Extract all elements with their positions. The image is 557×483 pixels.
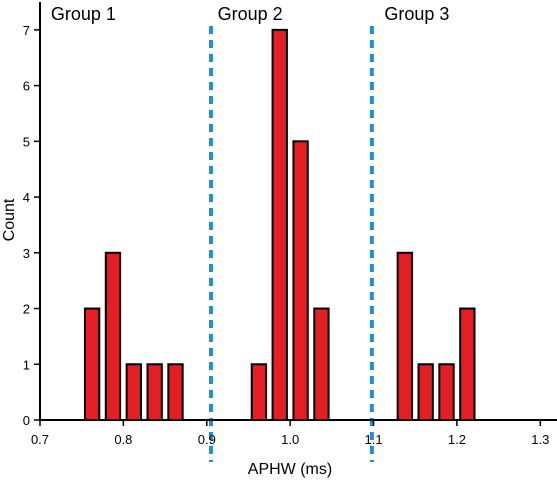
x-tick-label: 1.2 [448, 432, 466, 447]
group-label: Group 2 [218, 4, 283, 24]
y-tick-label: 0 [23, 413, 30, 428]
histogram-bar [417, 363, 434, 421]
histogram-bar [292, 140, 309, 421]
histogram-bar [271, 28, 288, 421]
y-tick-label: 3 [23, 246, 30, 261]
histogram-bar [125, 363, 142, 421]
bars-layer [83, 28, 476, 421]
histogram-bar [146, 363, 163, 421]
histogram-bar [250, 363, 268, 421]
group-label: Group 1 [51, 4, 116, 24]
y-tick-label: 5 [23, 134, 30, 149]
y-tick-label: 1 [23, 357, 30, 372]
x-tick-label: 1.3 [531, 432, 549, 447]
y-tick-label: 7 [23, 23, 30, 38]
y-tick-label: 2 [23, 302, 30, 317]
labels-layer: 0.7 0.8 0.9 1.0 1.1 1.2 1.3 0 1 2 3 4 5 6 7 APHW (ms) Co… [1, 4, 549, 478]
histogram-bar [438, 363, 455, 421]
histogram-bar [167, 363, 184, 421]
x-tick-label: 1.1 [365, 432, 383, 447]
x-tick-label: 0.7 [31, 432, 49, 447]
histogram-bar [104, 251, 122, 421]
histogram-bar [459, 307, 476, 421]
axes-layer [34, 2, 557, 426]
y-axis-title: Count [1, 198, 18, 241]
histogram-bar [313, 307, 330, 421]
group-label: Group 3 [384, 4, 449, 24]
histogram-bar [83, 307, 101, 421]
y-tick-label: 6 [23, 79, 30, 94]
x-axis-title: APHW (ms) [248, 461, 332, 478]
x-tick-label: 0.8 [114, 432, 132, 447]
histogram-bar [396, 251, 413, 421]
x-tick-label: 0.9 [198, 432, 216, 447]
dividers-layer [208, 26, 374, 462]
x-tick-label: 1.0 [281, 432, 299, 447]
y-tick-label: 4 [23, 190, 30, 205]
